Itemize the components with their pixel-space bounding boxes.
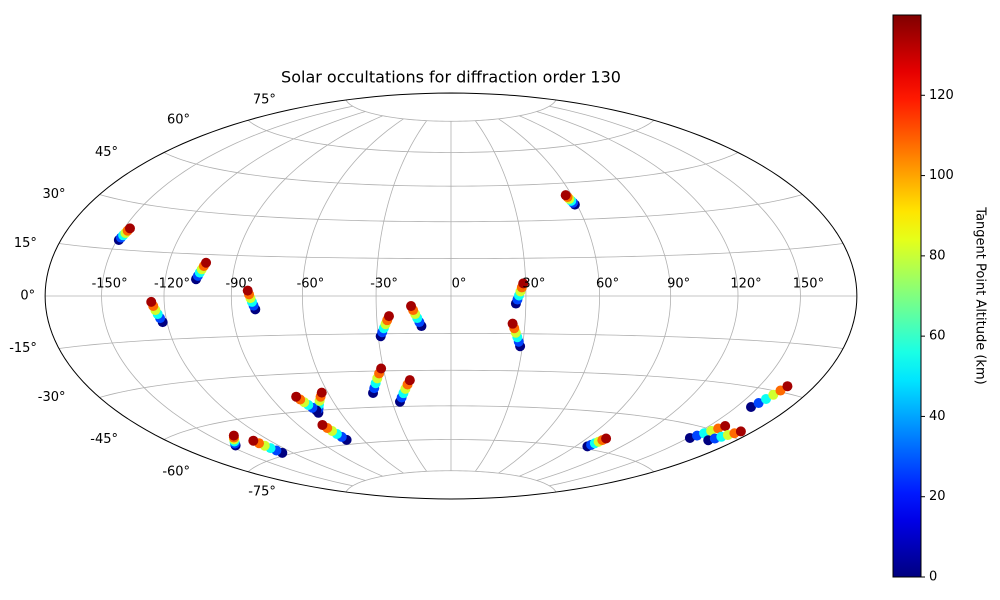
data-point [507, 318, 518, 329]
y-tick-label: 75° [253, 92, 276, 107]
map-boundary [44, 92, 858, 500]
marks [113, 190, 793, 458]
chart-title: Solar occultations for diffraction order… [281, 68, 621, 87]
x-tick-label: -30° [370, 277, 398, 292]
x-tick-label: 150° [793, 277, 824, 292]
colorbar: 0 20 40 60 80 100 120 Tangent Point Altitude (k… [892, 14, 988, 585]
colorbar-tick-label: 80 [929, 248, 946, 263]
x-tick-label: 90° [667, 277, 690, 292]
colorbar-tick-label: 40 [929, 409, 946, 424]
colorbar-tick-label: 60 [929, 329, 946, 344]
x-tick-label: -150° [92, 277, 128, 292]
data-point [753, 398, 764, 409]
y-tick-label: 45° [95, 145, 118, 160]
grid-line [375, 120, 428, 472]
y-tick-label: -75° [248, 485, 276, 500]
colorbar-gradient [892, 14, 922, 578]
data-point [601, 433, 612, 444]
data-point [291, 391, 302, 402]
data-point [248, 435, 259, 446]
data-point [560, 190, 571, 201]
data-point [406, 301, 417, 312]
data-point [316, 387, 327, 398]
data-point [782, 381, 793, 392]
y-tick-label: -30° [38, 390, 66, 405]
x-tick-label: 0° [452, 277, 467, 292]
x-tick-label: -120° [154, 277, 190, 292]
data-point [124, 223, 135, 234]
grid-line [163, 111, 366, 481]
labels: -75° -60° -45° -30° -15° 0° 15° 30° 45° 60° 75° -15… [9, 92, 824, 499]
colorbar-tick-label: 0 [929, 570, 937, 585]
y-tick-label: 60° [167, 113, 190, 128]
x-tick-label: -60° [297, 277, 325, 292]
y-tick-label: -15° [9, 341, 37, 356]
data-point [317, 419, 328, 430]
x-tick-label: -90° [225, 277, 253, 292]
data-point [746, 402, 757, 413]
data-point [761, 393, 772, 404]
y-tick-label: 30° [42, 187, 65, 202]
y-tick-label: 0° [20, 289, 35, 304]
grid-line [101, 105, 353, 487]
grid-line [536, 111, 739, 481]
x-tick-label: 120° [730, 277, 761, 292]
x-tick-label: 30° [522, 277, 545, 292]
data-point [720, 421, 731, 432]
data-point [518, 278, 529, 289]
data-point [228, 430, 239, 441]
colorbar-label: Tangent Point Altitude (km) [973, 206, 988, 384]
data-point [404, 375, 415, 386]
colorbar-tick-label: 120 [929, 88, 954, 103]
data-point [383, 311, 394, 322]
data-point [376, 363, 387, 374]
x-tick-label: 60° [596, 277, 619, 292]
grid-line [474, 120, 527, 472]
grid-line [302, 118, 404, 474]
data-point [735, 426, 746, 437]
y-tick-label: 15° [14, 236, 37, 251]
y-tick-label: -45° [90, 432, 118, 447]
y-tick-label: -60° [162, 464, 190, 479]
grid-line [549, 105, 801, 487]
colorbar-tick-label: 20 [929, 489, 946, 504]
data-point [201, 257, 212, 268]
colorbar-tick-label: 100 [929, 168, 954, 183]
grid-line [498, 118, 600, 474]
grid-line [230, 115, 383, 477]
grid [44, 92, 858, 500]
data-point [242, 285, 253, 296]
grid-line [519, 115, 672, 477]
data-point [146, 296, 157, 307]
